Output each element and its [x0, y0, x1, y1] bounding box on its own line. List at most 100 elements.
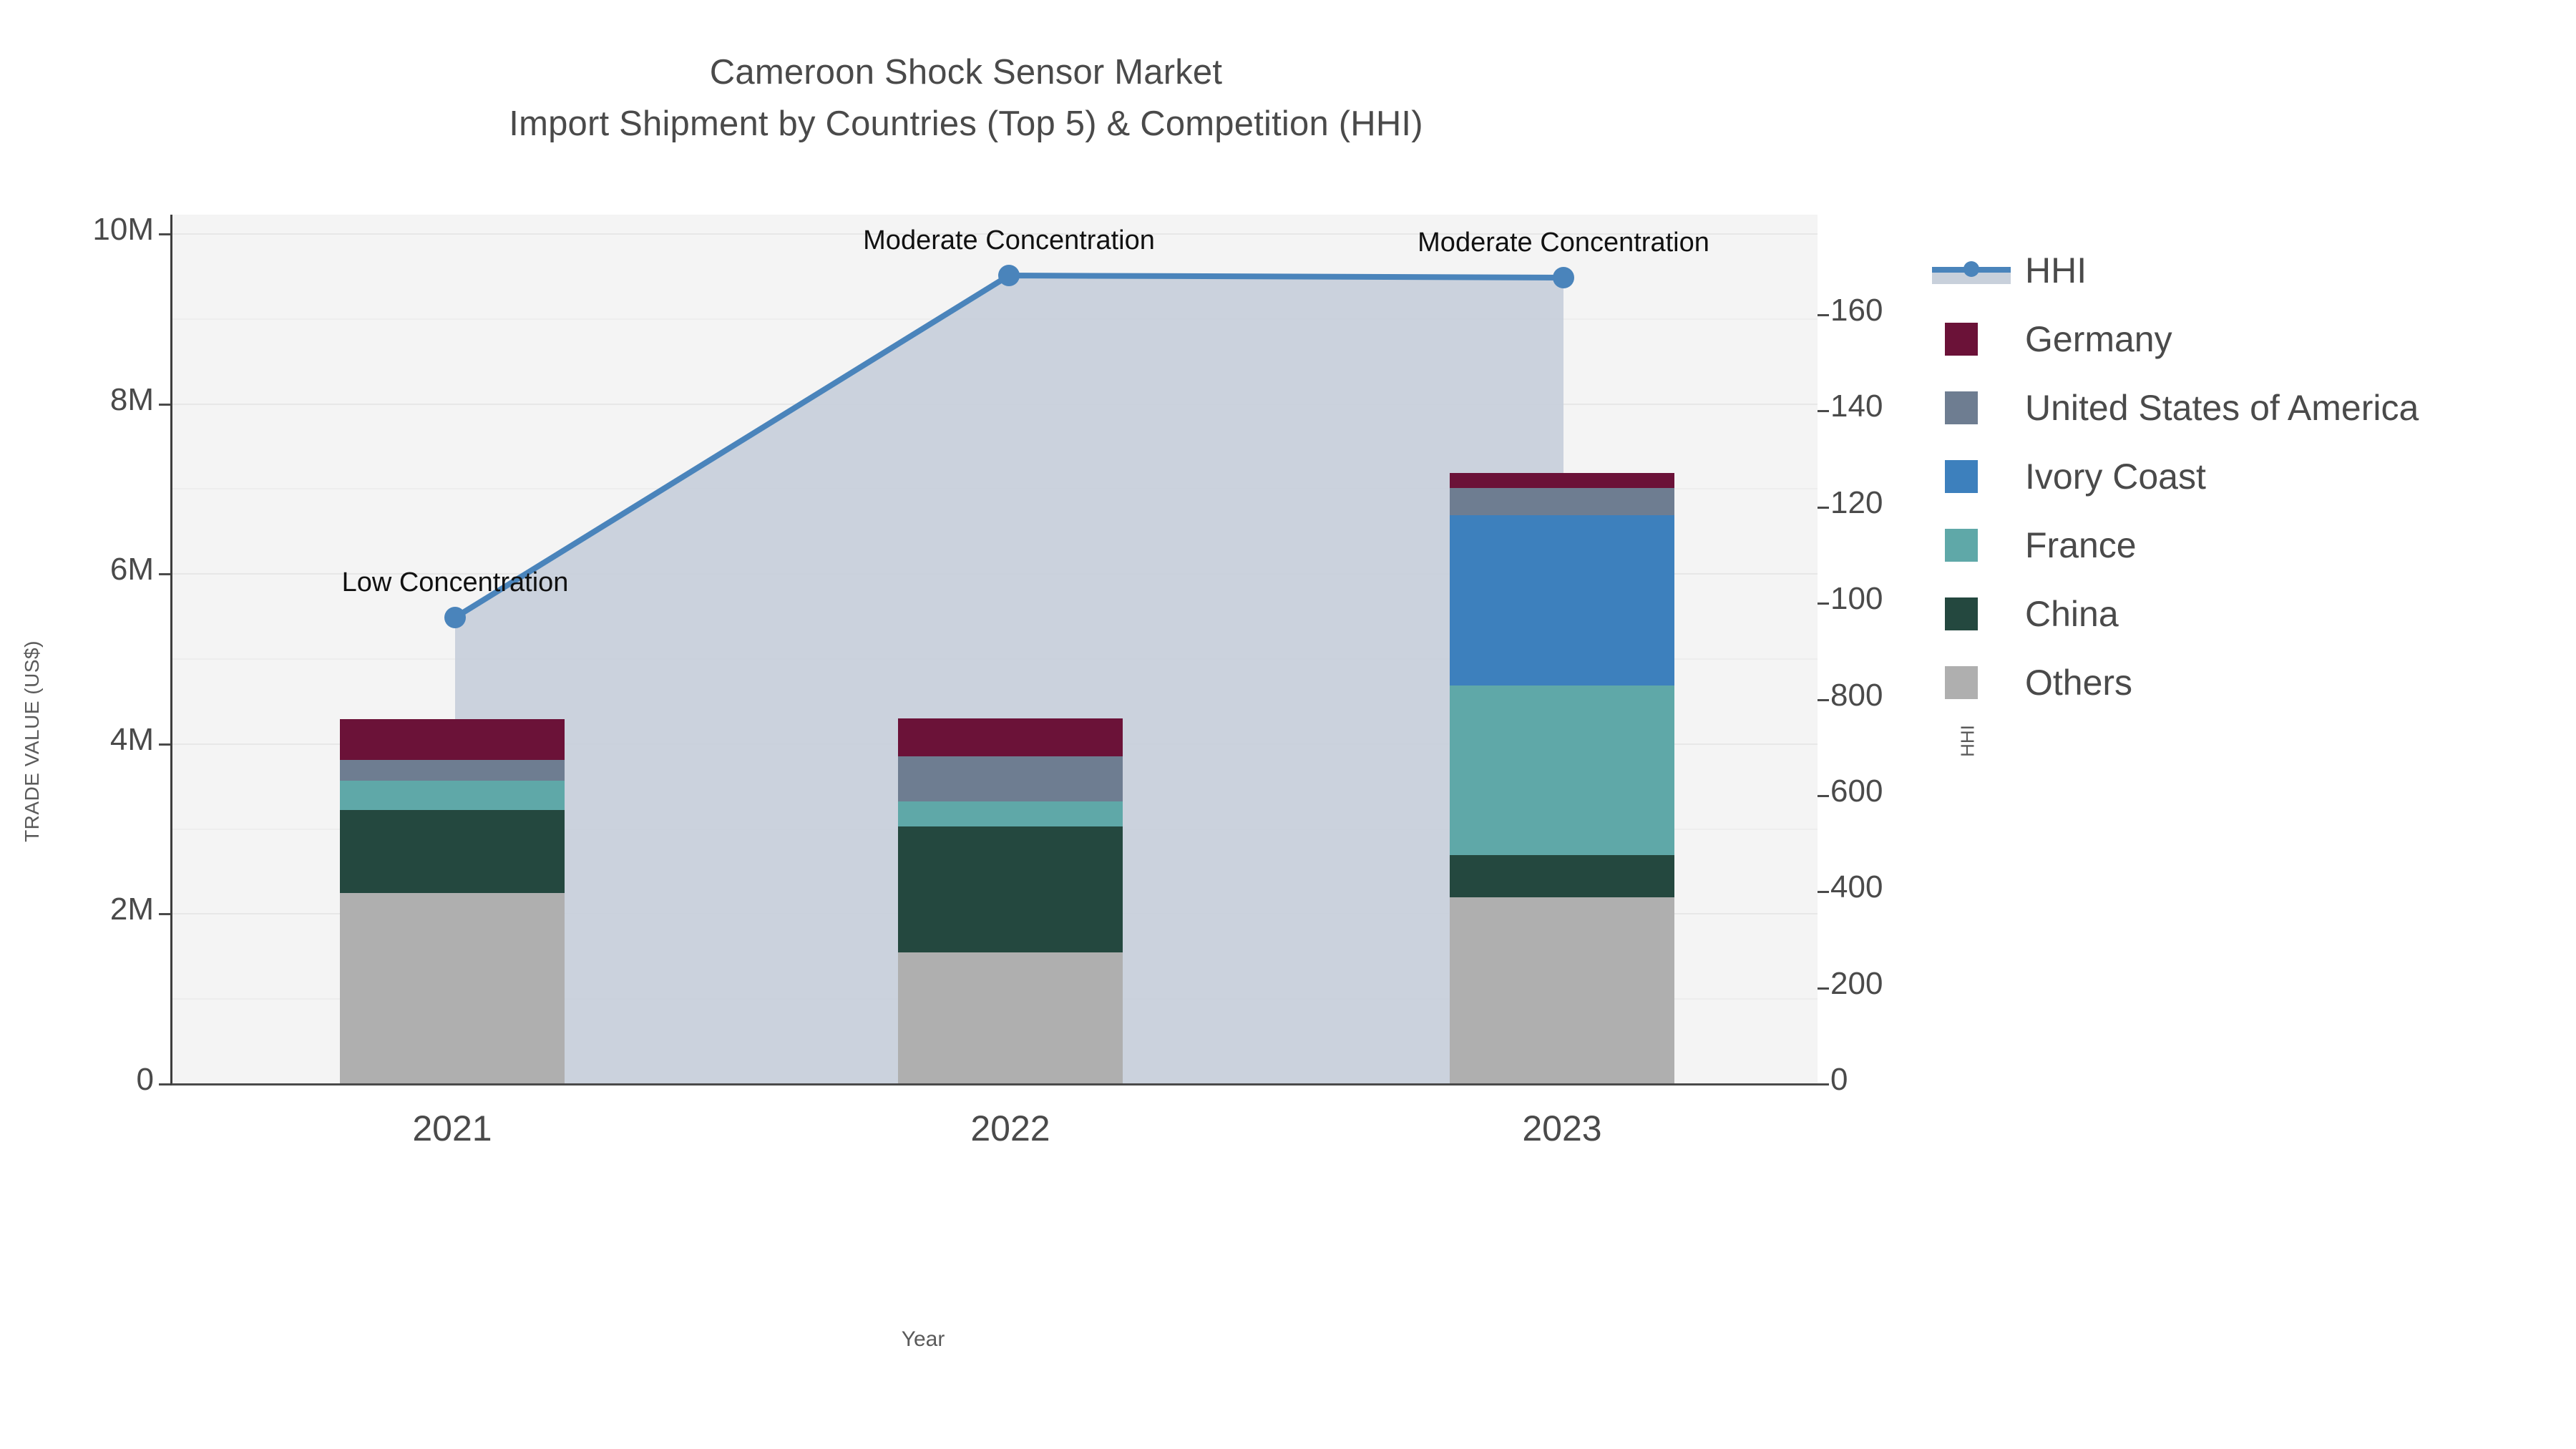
- annotation-2021: Low Concentration: [341, 567, 569, 597]
- y-axis-right-tick-label: 600: [1830, 773, 1883, 809]
- y-axis-right-tick-label: 140: [1830, 389, 1883, 424]
- legend-color-swatch: [1945, 666, 1978, 699]
- gridline: [172, 233, 1818, 235]
- bar-segment-ivory-coast[interactable]: [1450, 515, 1674, 686]
- y-axis-left-label: TRADE VALUE (US$): [21, 640, 43, 842]
- bar-segment-france[interactable]: [1450, 685, 1674, 856]
- y-axis-right-tick-label: 160: [1830, 293, 1883, 328]
- legend-item-ivory-coast[interactable]: Ivory Coast: [1932, 442, 2419, 511]
- bar-segment-others[interactable]: [898, 952, 1123, 1084]
- y-axis-right-tickmark: [1818, 891, 1829, 894]
- legend-item-hhi[interactable]: HHI: [1932, 236, 2419, 305]
- legend-item-label: Germany: [2025, 319, 2172, 359]
- legend-swatch-wrap: [1932, 391, 2018, 424]
- y-axis-right-tickmark: [1818, 410, 1829, 413]
- legend-item-china[interactable]: China: [1932, 580, 2419, 648]
- legend-item-label: Ivory Coast: [2025, 457, 2206, 497]
- y-axis-left-tickmark: [159, 913, 170, 916]
- y-axis-left-tick-label: 4M: [109, 721, 154, 757]
- bar-segment-united-states-of-america[interactable]: [898, 756, 1123, 801]
- y-axis-right-tickmark: [1818, 506, 1829, 509]
- bar-segment-germany[interactable]: [340, 719, 565, 761]
- y-axis-right-tickmark: [1818, 698, 1829, 701]
- legend-line-marker-icon: [1932, 254, 2011, 287]
- y-axis-right-tickmark: [1818, 314, 1829, 316]
- chart-title-line2: Import Shipment by Countries (Top 5) & C…: [509, 104, 1423, 143]
- y-axis-right-tickmark: [1818, 1083, 1829, 1085]
- y-axis-left-tickmark: [159, 573, 170, 576]
- legend-area-band: [1932, 273, 2011, 284]
- y-axis-right-tickmark: [1818, 987, 1829, 990]
- y-axis-left-tickmark: [159, 743, 170, 746]
- y-axis-left-tickmark: [159, 403, 170, 406]
- y-axis-right-tick-label: 200: [1830, 965, 1883, 1001]
- hhi-marker[interactable]: [998, 265, 1020, 286]
- bar-segment-germany[interactable]: [1450, 472, 1674, 489]
- legend-item-france[interactable]: France: [1932, 511, 2419, 580]
- hhi-marker[interactable]: [1553, 267, 1574, 288]
- x-axis-tick-label-2022: 2022: [970, 1108, 1050, 1148]
- legend-item-label: France: [2025, 525, 2137, 565]
- legend-swatch-wrap: [1932, 460, 2018, 493]
- legend-color-swatch: [1945, 391, 1978, 424]
- legend: HHI Germany United States of America Ivory …: [1932, 236, 2419, 717]
- y-axis-right-tick-label: 800: [1830, 677, 1883, 713]
- y-axis-right-tick-label: 100: [1830, 581, 1883, 617]
- legend-swatch-wrap: [1932, 254, 2018, 287]
- legend-color-swatch: [1945, 460, 1978, 493]
- hhi-area-line: [444, 265, 1574, 1084]
- y-axis-right-tickmark: [1818, 602, 1829, 605]
- legend-item-germany[interactable]: Germany: [1932, 305, 2419, 374]
- chart-title-line1: Cameroon Shock Sensor Market: [709, 53, 1223, 92]
- bar-segment-france[interactable]: [340, 781, 565, 811]
- hhi-marker[interactable]: [444, 607, 466, 628]
- bar-group-2021: [340, 215, 565, 1084]
- y-axis-right-tick-label: 120: [1830, 484, 1883, 520]
- legend-swatch-wrap: [1932, 323, 2018, 356]
- bar-segment-china[interactable]: [1450, 855, 1674, 897]
- bar-group-2023: [1450, 215, 1674, 1084]
- y-axis-left-tickmark: [159, 233, 170, 235]
- bar-segment-united-states-of-america[interactable]: [1450, 488, 1674, 516]
- legend-item-label: United States of America: [2025, 388, 2419, 428]
- bar-segment-france[interactable]: [898, 801, 1123, 827]
- legend-item-label: Others: [2025, 663, 2133, 703]
- y-axis-left-tick-label: 2M: [109, 892, 154, 927]
- legend-color-swatch: [1945, 323, 1978, 356]
- annotation-2023: Moderate Concentration: [1418, 228, 1709, 258]
- x-axis-line: [172, 1083, 1818, 1085]
- bar-segment-china[interactable]: [340, 810, 565, 893]
- y-axis-right-tick-label: 0: [1830, 1062, 1848, 1097]
- bar-segment-others[interactable]: [340, 892, 565, 1084]
- legend-swatch-wrap: [1932, 529, 2018, 562]
- legend-item-others[interactable]: Others: [1932, 648, 2419, 717]
- legend-dot: [1963, 261, 1979, 277]
- bar-segment-germany[interactable]: [898, 718, 1123, 757]
- legend-color-swatch: [1945, 529, 1978, 562]
- x-axis-label: Year: [901, 1327, 945, 1351]
- bar-segment-united-states-of-america[interactable]: [340, 760, 565, 781]
- legend-swatch-wrap: [1932, 597, 2018, 630]
- legend-item-united-states-of-america[interactable]: United States of America: [1932, 374, 2419, 442]
- bar-segment-china[interactable]: [898, 826, 1123, 952]
- legend-color-swatch: [1945, 597, 1978, 630]
- legend-item-label: HHI: [2025, 250, 2087, 291]
- hhi-area-fill: [455, 275, 1563, 1084]
- y-axis-left-tick-label: 6M: [109, 552, 154, 587]
- bar-segment-others[interactable]: [1450, 897, 1674, 1084]
- y-axis-right-tick-label: 400: [1830, 869, 1883, 905]
- y-axis-left-tickmark: [159, 1083, 170, 1085]
- legend-swatch-wrap: [1932, 666, 2018, 699]
- legend-item-label: China: [2025, 594, 2119, 634]
- y-axis-left-line: [170, 215, 172, 1085]
- chart-title: Cameroon Shock Sensor Market Import Ship…: [0, 50, 1932, 147]
- x-axis-tick-label-2023: 2023: [1522, 1108, 1602, 1148]
- y-axis-right-tickmark: [1818, 794, 1829, 797]
- y-axis-left-tick-label: 0: [136, 1062, 154, 1097]
- bar-group-2022: [898, 215, 1123, 1084]
- x-axis-tick-label-2021: 2021: [412, 1108, 492, 1148]
- annotation-2022: Moderate Concentration: [863, 225, 1155, 255]
- y-axis-left-tick-label: 10M: [92, 212, 154, 247]
- plot-area: [172, 215, 1818, 1084]
- y-axis-left-tick-label: 8M: [109, 381, 154, 417]
